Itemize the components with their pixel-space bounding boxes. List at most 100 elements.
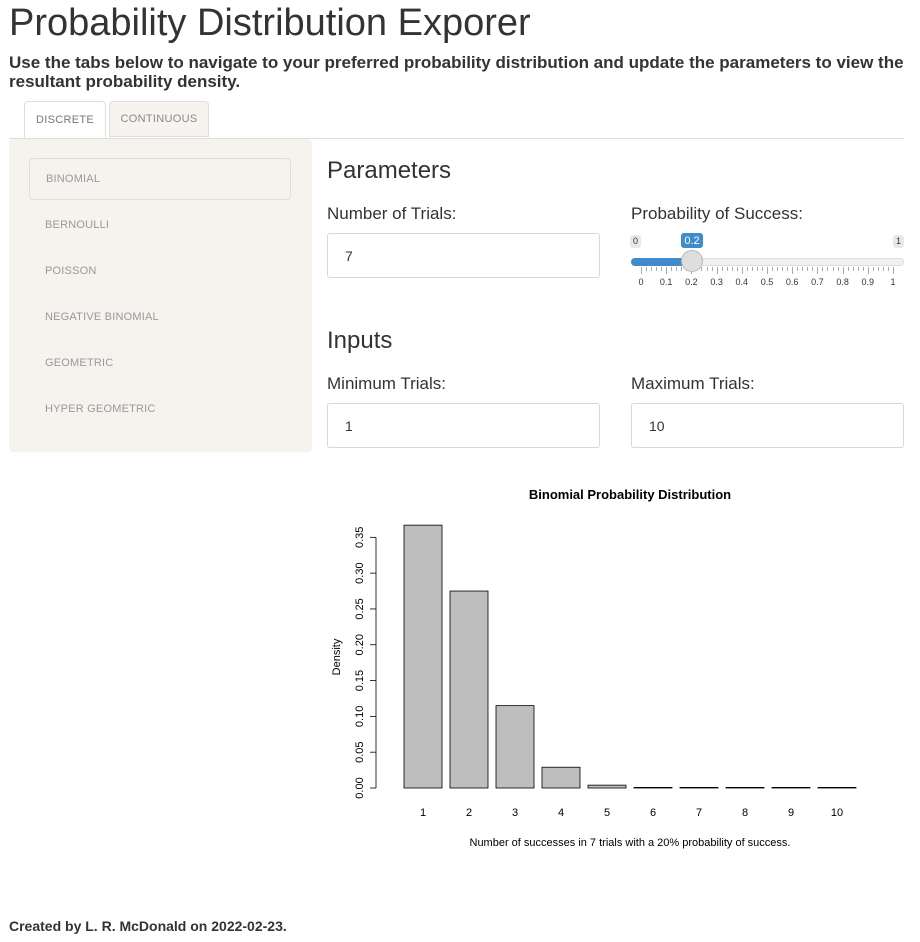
slider-tick [817,267,819,274]
tab-discrete[interactable]: DISCRETE [24,101,106,138]
chart-x-tick-label: 4 [558,807,564,819]
chart-y-tick-label: 0.05 [354,741,366,762]
slider-tick-label: 0.3 [710,277,723,287]
sidebar-item-hyper-geometric[interactable]: HYPER GEOMETRIC [45,403,156,415]
slider-minor-tick [751,267,753,271]
slider-minor-tick [857,267,859,271]
slider-tick-label: 0.9 [861,277,875,287]
slider-minor-tick [746,267,748,271]
slider-tick [716,267,718,274]
chart-y-tick-label: 0.35 [354,527,366,548]
slider-value-badge: 0.2 [681,233,703,248]
chart-x-tick-label: 2 [466,807,472,819]
tab-continuous[interactable]: CONTINUOUS [109,101,209,137]
slider-minor-tick [676,267,678,271]
slider-minor-tick [837,267,839,271]
page-title: Probability Distribution Exporer [9,2,531,44]
chart-y-axis: 0.00 0.05 0.10 0.15 0.20 0.25 0.30 0.35 [354,527,377,799]
slider-minor-tick [827,267,829,271]
chart-bars [403,524,857,789]
slider-minor-tick [802,267,804,271]
slider-minor-tick [711,267,713,271]
chart-x-tick-label: 1 [420,807,426,819]
chart-x-tick-label: 8 [742,807,748,819]
slider-minor-tick [887,267,889,271]
slider-minor-tick [777,267,779,271]
distribution-sidebar: BINOMIAL BERNOULLI POISSON NEGATIVE BINO… [9,139,312,452]
parameters-heading: Parameters [327,157,452,184]
chart-x-tick-label: 10 [831,807,843,819]
slider-tick [893,267,894,274]
slider-tick [641,267,642,274]
slider-tick-label: 0.8 [836,277,849,287]
chart-bar [449,590,489,789]
sidebar-item-negative-binomial[interactable]: NEGATIVE BINOMIAL [45,311,159,323]
chart-bar [587,784,627,789]
prob-label: Probability of Success: [631,204,803,223]
slider-minor-tick [772,267,774,271]
slider-minor-tick [761,267,763,271]
slider-minor-tick [872,267,874,271]
slider-minor-tick [877,267,879,271]
chart-bar [633,786,673,789]
slider-minor-tick [787,267,789,271]
slider-minor-tick [681,267,683,271]
slider-minor-tick [706,267,708,271]
sidebar-item-geometric[interactable]: GEOMETRIC [45,357,114,369]
slider-minor-tick [807,267,809,271]
chart-y-tick-label: 0.20 [354,634,366,655]
chart-x-tick-label: 9 [788,807,794,819]
chart-x-tick-label: 6 [650,807,656,819]
slider-max-label: 1 [893,235,905,248]
slider-tick-label: 0.6 [785,277,799,287]
chart-y-tick-label: 0.25 [354,598,366,619]
trials-input[interactable]: 7 [327,233,600,278]
slider-tick-label: 0.4 [735,277,749,287]
slider-tick-label: 0 [638,277,644,287]
slider-minor-tick [726,267,728,271]
slider-minor-tick [847,267,849,271]
chart-bar [725,786,765,789]
slider-tick-label: 0.1 [659,277,673,287]
sidebar-item-poisson[interactable]: POISSON [45,265,97,277]
chart-x-tick-labels: 1 2 3 4 5 6 7 8 9 10 [420,807,843,819]
slider-minor-tick [832,267,834,271]
chart-x-tick-label: 3 [512,807,518,819]
slider-min-label: 0 [630,235,642,248]
slider-tick [741,267,743,274]
prob-slider-fill [631,258,692,266]
binomial-chart: Binomial Probability Distribution Densit… [331,487,857,849]
slider-tick [867,267,869,274]
slider-minor-tick [651,267,653,271]
max-trials-input[interactable]: 10 [631,403,904,448]
slider-tick-label: 0.7 [811,277,824,287]
slider-minor-tick [671,267,673,271]
chart-bar [817,786,857,789]
chart-y-tick-label: 0.00 [354,777,366,798]
slider-minor-tick [736,267,738,271]
slider-tick [842,267,844,274]
prob-slider-handle[interactable] [681,250,703,272]
slider-tick [666,267,668,274]
page-subtitle: Use the tabs below to navigate to your p… [9,53,904,91]
slider-minor-tick [852,267,854,271]
chart-title: Binomial Probability Distribution [529,487,731,502]
chart-y-tick-label: 0.30 [354,562,366,583]
sidebar-item-binomial[interactable]: BINOMIAL [29,158,291,200]
slider-minor-tick [721,267,723,271]
slider-minor-tick [812,267,814,271]
max-trials-label: Maximum Trials: [631,374,755,393]
slider-tick-label: 0.2 [685,277,698,287]
min-trials-input[interactable]: 1 [327,403,600,448]
slider-minor-tick [822,267,824,271]
min-trials-label: Minimum Trials: [327,374,447,393]
chart-bar [403,524,443,789]
trials-label: Number of Trials: [327,204,457,223]
slider-minor-tick [756,267,758,271]
chart-x-label: Number of successes in 7 trials with a 2… [470,837,791,849]
chart-bar [679,786,719,789]
slider-minor-tick [646,267,648,271]
footer-credit: Created by L. R. McDonald on 2022-02-23. [9,918,287,934]
sidebar-item-bernoulli[interactable]: BERNOULLI [45,219,110,231]
chart-y-tick-label: 0.15 [354,670,366,691]
